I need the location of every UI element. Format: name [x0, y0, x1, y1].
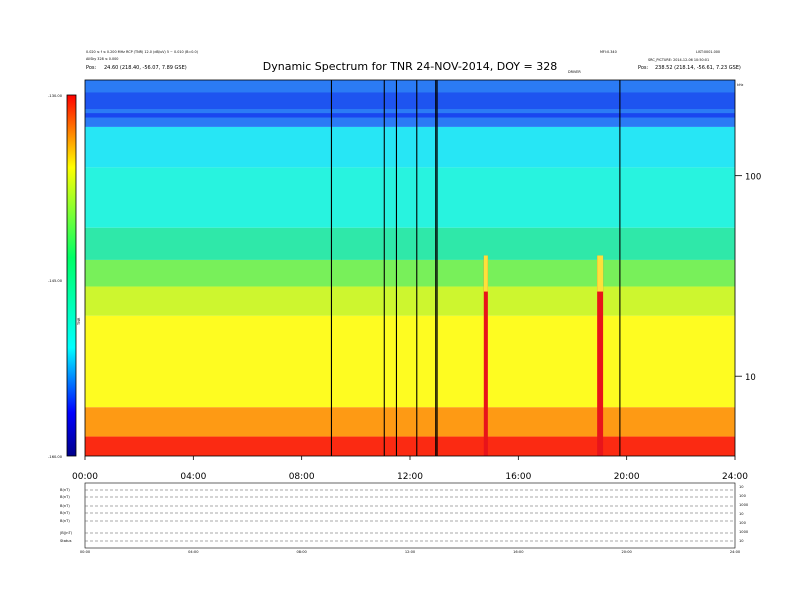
spectrum-band — [85, 407, 735, 437]
bottom-x-tick-label: 24:00 — [730, 550, 741, 554]
y-tick-label: 10 — [745, 373, 756, 383]
bottom-x-tick-label: 00:00 — [80, 550, 91, 554]
bottom-x-tick-label: 08:00 — [296, 550, 307, 554]
x-tick-label: 16:00 — [505, 472, 531, 482]
bottom-row-label: B(nT) — [60, 495, 70, 499]
radio-burst-top — [483, 255, 488, 292]
radio-burst — [483, 255, 488, 456]
colorbar — [66, 94, 77, 457]
spectrum-band — [85, 126, 735, 168]
left-info-1: 0.020 ≤ f ≤ 0.200 MHz RCP (TNR) 12.0 (dB… — [86, 50, 199, 54]
bottom-row-label: B(nT) — [60, 511, 70, 515]
bottom-row-label: B(nT) — [60, 504, 70, 508]
spectrum-band — [85, 286, 735, 316]
bottom-row-label: B(nT) — [60, 519, 70, 523]
spectrum-band — [85, 259, 735, 287]
spectrum-band — [85, 167, 735, 228]
x-tick-label: 04:00 — [180, 472, 206, 482]
spectrogram-bands — [85, 80, 735, 456]
bottom-row-label: |B|(nT) — [60, 531, 73, 535]
radio-burst-top — [597, 255, 604, 292]
data-gap-lines — [330, 80, 621, 456]
x-tick-label: 12:00 — [397, 472, 423, 482]
spectrum-band — [85, 315, 735, 408]
bottom-x-tick-label: 16:00 — [513, 550, 524, 554]
bottom-right-tick: 10 — [739, 539, 744, 543]
right-info-3: SRC_PICTURE: 2014-12-06 10:50:01 — [648, 58, 709, 62]
y-tick-label: 100 — [745, 173, 761, 183]
bottom-x-tick-label: 04:00 — [188, 550, 199, 554]
bottom-right-tick: 1000 — [739, 503, 749, 507]
spectrum-band — [85, 436, 735, 456]
colorbar-tick-bottom: -160.00 — [48, 455, 63, 459]
x-tick-label: 24:00 — [722, 472, 748, 482]
bottom-x-tick-label: 20:00 — [621, 550, 632, 554]
radio-bursts — [483, 255, 604, 456]
bottom-x-tick-label: 12:00 — [405, 550, 416, 554]
bottom-right-tick: 100 — [739, 494, 747, 498]
right-info-4: 238.52 (218.14, -56.61, 7.23 GSE) — [655, 65, 741, 71]
bottom-row-label: B(nT) — [60, 488, 70, 492]
bottom-right-tick: 1000 — [739, 530, 749, 534]
bottom-row-label: Status — [60, 539, 72, 543]
colorbar-label: TNR — [77, 317, 81, 326]
x-tick-label: 00:00 — [72, 472, 98, 482]
top-right-unit: kHz — [737, 83, 744, 87]
y-axis: 100 10 — [735, 173, 761, 383]
right-info-4-prefix: Pos: — [638, 65, 649, 71]
bottom-right-tick: 10 — [739, 485, 744, 489]
x-tick-label: 20:00 — [614, 472, 640, 482]
bottom-panel-rows: B(nT) B(nT) B(nT) B(nT) B(nT) |B|(nT) Status 10… — [60, 485, 749, 554]
left-info-2: AllSky 328 ≤ 0.000 — [86, 57, 118, 61]
right-info-2: LIST:0001.000 — [696, 50, 720, 54]
x-tick-label: 08:00 — [289, 472, 315, 482]
dark-lane — [85, 113, 735, 118]
left-info-3: 24.60 (218.40, -56.07, 7.89 GSE) — [104, 65, 187, 71]
colorbar-tick-top: -130.00 — [48, 94, 63, 98]
spectrum-band — [85, 227, 735, 260]
bottom-right-tick: 10 — [739, 512, 744, 516]
spectrogram — [84, 79, 736, 457]
radio-burst — [597, 255, 604, 456]
right-info-1: MFI:0.340 — [600, 50, 617, 54]
colorbar-tick-mid: -145.00 — [48, 279, 63, 283]
dark-lane — [85, 92, 735, 110]
center-info: DRIVER — [568, 70, 581, 74]
chart-title: Dynamic Spectrum for TNR 24-NOV-2014, DO… — [263, 60, 557, 73]
left-info-3-prefix: Pos: — [86, 65, 97, 71]
x-axis: 00:00 04:00 08:00 12:00 16:00 20:00 24:00 — [72, 456, 748, 482]
bottom-right-tick: 100 — [739, 521, 747, 525]
bottom-panel-frame — [84, 482, 736, 549]
